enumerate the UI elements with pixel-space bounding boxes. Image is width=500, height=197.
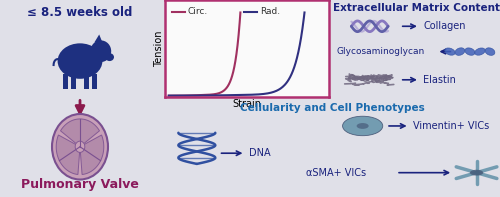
Text: Collagen: Collagen bbox=[423, 21, 466, 31]
Ellipse shape bbox=[58, 43, 102, 79]
Polygon shape bbox=[80, 135, 104, 175]
Text: Elastin: Elastin bbox=[423, 75, 456, 85]
Text: ≤ 8.5 weeks old: ≤ 8.5 weeks old bbox=[28, 6, 132, 19]
Bar bbox=[62, 74, 68, 89]
Y-axis label: Tension: Tension bbox=[154, 30, 164, 67]
Polygon shape bbox=[56, 135, 80, 175]
Text: Extracellular Matrix Content: Extracellular Matrix Content bbox=[333, 3, 500, 13]
Ellipse shape bbox=[444, 48, 455, 55]
X-axis label: Strain: Strain bbox=[232, 99, 262, 109]
Text: Rad.: Rad. bbox=[260, 7, 280, 16]
Text: Glycosaminoglycan: Glycosaminoglycan bbox=[336, 47, 424, 56]
Ellipse shape bbox=[465, 48, 475, 55]
Text: DNA: DNA bbox=[249, 148, 270, 158]
Ellipse shape bbox=[475, 48, 485, 55]
Ellipse shape bbox=[470, 170, 483, 176]
Ellipse shape bbox=[455, 48, 465, 55]
Ellipse shape bbox=[485, 48, 495, 55]
Bar bbox=[92, 74, 98, 89]
Polygon shape bbox=[60, 119, 100, 144]
Text: αSMA+ VICs: αSMA+ VICs bbox=[306, 168, 366, 178]
Bar bbox=[84, 74, 89, 89]
Text: Circ.: Circ. bbox=[188, 7, 208, 16]
Polygon shape bbox=[94, 34, 102, 42]
Ellipse shape bbox=[356, 123, 368, 129]
Text: Cellularity and Cell Phenotypes: Cellularity and Cell Phenotypes bbox=[240, 103, 425, 113]
Bar bbox=[70, 74, 76, 89]
Text: Pulmonary Valve: Pulmonary Valve bbox=[21, 178, 139, 191]
Ellipse shape bbox=[90, 40, 111, 62]
Ellipse shape bbox=[52, 114, 108, 179]
Text: Vimentin+ VICs: Vimentin+ VICs bbox=[413, 121, 489, 131]
Ellipse shape bbox=[342, 116, 383, 136]
Ellipse shape bbox=[105, 53, 114, 61]
